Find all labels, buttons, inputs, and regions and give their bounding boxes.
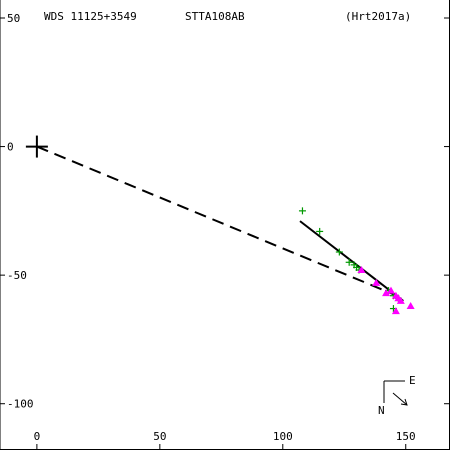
x-tick-label: 100 bbox=[273, 430, 293, 443]
compass-east-label: E bbox=[409, 374, 416, 387]
measurement-plus-point bbox=[335, 248, 343, 256]
measurement-triangle-point bbox=[396, 296, 405, 304]
measurement-plus-point bbox=[345, 258, 353, 266]
x-tick-label: 0 bbox=[34, 430, 41, 443]
compass-north-label: N bbox=[378, 404, 385, 417]
compass: E N bbox=[378, 374, 416, 417]
measurement-plus-point bbox=[298, 207, 306, 215]
measurement-triangle-point bbox=[386, 286, 395, 294]
measurement-points bbox=[298, 207, 415, 315]
primary-to-companion-dashed-line bbox=[36, 145, 404, 300]
y-tick-label: 50 bbox=[7, 12, 20, 25]
y-tick-label: -50 bbox=[7, 269, 27, 282]
axes-ticks: 50 0 -50 -100 0 50 100 150 bbox=[0, 12, 450, 450]
motion-arrow-shaft bbox=[392, 392, 408, 406]
orbit-lines bbox=[25, 135, 404, 302]
x-tick-label: 150 bbox=[396, 430, 416, 443]
y-tick-label: -100 bbox=[7, 398, 34, 411]
motion-arrow-head bbox=[400, 398, 408, 406]
x-tick-label: 50 bbox=[153, 430, 166, 443]
y-tick-label: 0 bbox=[7, 141, 14, 154]
reference-label: (Hrt2017a) bbox=[345, 10, 411, 23]
measurement-triangle-point bbox=[372, 278, 381, 286]
measurement-triangle-point bbox=[357, 266, 366, 273]
measurement-triangle-point bbox=[382, 289, 391, 297]
orbit-fit-line bbox=[299, 220, 404, 302]
measurement-plus-point bbox=[316, 227, 324, 235]
measurement-triangle-point bbox=[406, 302, 415, 309]
star-id-label: WDS 11125+3549 bbox=[44, 10, 137, 23]
discoverer-label: STTA108AB bbox=[185, 10, 245, 23]
measurement-triangle-point bbox=[391, 307, 400, 315]
